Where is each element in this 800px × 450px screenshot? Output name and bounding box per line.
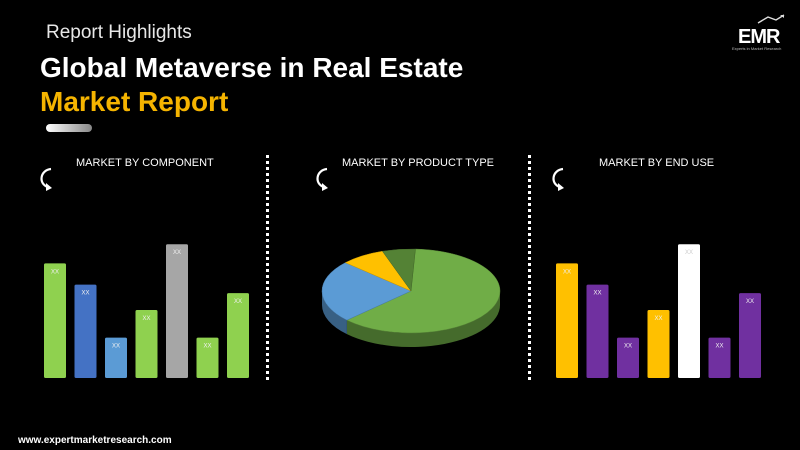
bar-data-label: XX	[685, 250, 693, 256]
curved-arrow-icon	[552, 167, 564, 191]
logo-tagline: Experts in Market Research	[732, 46, 782, 51]
pie-slice	[346, 248, 501, 334]
pie-slice	[381, 248, 416, 292]
pie-slice	[321, 262, 412, 321]
bar	[647, 310, 670, 378]
report-kicker: Report Highlights	[46, 22, 192, 43]
bar-data-label: XX	[81, 291, 89, 297]
bar	[135, 310, 158, 378]
bar	[105, 337, 127, 378]
bar-data-label: XX	[203, 344, 211, 350]
end-use-bar-chart: XX XX XX XX XX XX XX	[556, 244, 761, 378]
section-divider-1	[266, 155, 269, 380]
bar-data-label: XX	[173, 250, 181, 256]
bar	[739, 293, 761, 378]
bar	[74, 284, 97, 378]
logo-text: EMR	[738, 26, 780, 48]
curved-arrow-icon	[316, 167, 328, 191]
bar-data-label: XX	[51, 269, 59, 275]
bar-data-label: XX	[624, 344, 632, 350]
section-title-product-type: MARKET BY PRODUCT TYPE	[342, 157, 495, 169]
bar-data-label: XX	[142, 316, 150, 322]
component-bar-chart: XX XX XX XX XX XX XX	[44, 244, 249, 378]
bar	[708, 337, 731, 378]
bar	[44, 263, 66, 378]
bar-data-label: XX	[746, 299, 754, 305]
product-type-pie-chart	[321, 248, 501, 347]
bar-data-label: XX	[593, 291, 601, 297]
bar	[586, 284, 609, 378]
footer-url: www.expertmarketresearch.com	[18, 435, 172, 446]
pie-slice-side	[346, 291, 500, 347]
bar	[678, 244, 700, 378]
bar-data-label: XX	[234, 299, 242, 305]
bar	[556, 263, 578, 378]
emr-logo	[757, 14, 785, 24]
section-divider-2	[528, 155, 531, 380]
bar-data-label: XX	[563, 269, 571, 275]
section-title-component: MARKET BY COMPONENT	[76, 157, 214, 169]
report-subtitle: Market Report	[40, 86, 229, 117]
bar	[166, 244, 188, 378]
bar	[617, 337, 639, 378]
curved-arrow-icon	[40, 167, 52, 191]
bar-data-label: XX	[715, 344, 723, 350]
section-title-end-use: MARKET BY END USE	[599, 157, 715, 169]
bar	[196, 337, 219, 378]
bar-data-label: XX	[654, 316, 662, 322]
bar	[227, 293, 249, 378]
report-title: Global Metaverse in Real Estate	[40, 52, 464, 83]
decorative-pill	[46, 124, 92, 132]
bar-data-label: XX	[112, 344, 120, 350]
